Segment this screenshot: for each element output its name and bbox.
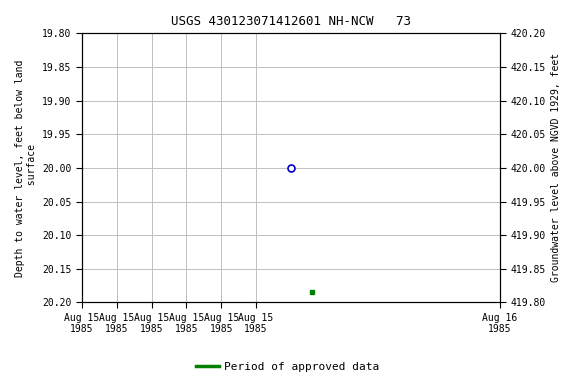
Legend: Period of approved data: Period of approved data xyxy=(192,358,384,377)
Title: USGS 430123071412601 NH-NCW   73: USGS 430123071412601 NH-NCW 73 xyxy=(171,15,411,28)
Y-axis label: Groundwater level above NGVD 1929, feet: Groundwater level above NGVD 1929, feet xyxy=(551,53,561,283)
Y-axis label: Depth to water level, feet below land
 surface: Depth to water level, feet below land su… xyxy=(15,59,37,276)
